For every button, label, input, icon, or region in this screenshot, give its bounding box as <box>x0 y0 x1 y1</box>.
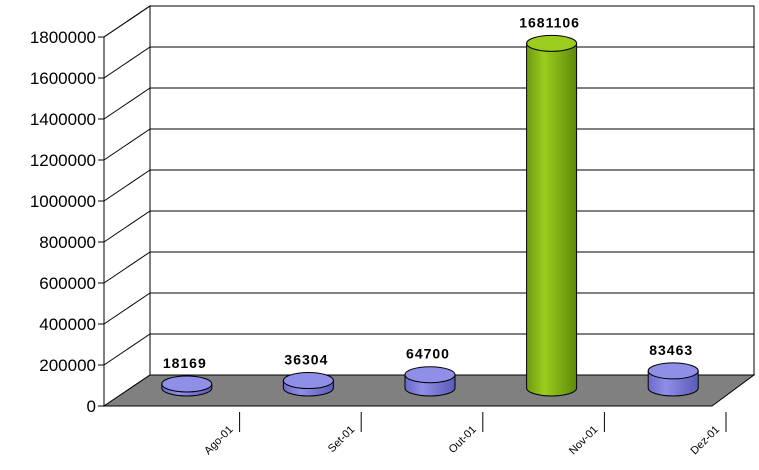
data-label: 1681106 <box>519 14 580 30</box>
bar-body <box>527 43 577 396</box>
y-tick-label: 200000 <box>39 356 96 375</box>
bar-top <box>648 363 698 379</box>
y-tick-label: 1200000 <box>30 151 96 170</box>
bar-Out-01 <box>405 367 455 396</box>
data-label: 18169 <box>163 355 207 371</box>
y-tick-label: 0 <box>87 397 96 416</box>
data-label: 36304 <box>284 352 328 368</box>
bar-top <box>283 373 333 389</box>
y-tick-label: 1800000 <box>30 28 96 47</box>
x-axis: Ago-01 Set-01 Out-01 Nov-01 Dez-01 <box>104 406 726 457</box>
bar-Set-01 <box>283 373 333 396</box>
x-tick-label: Out-01 <box>447 424 479 456</box>
bar-top <box>405 367 455 383</box>
y-tick-label: 1000000 <box>30 192 96 211</box>
y-tick-label: 800000 <box>39 233 96 252</box>
bar-top <box>527 35 577 51</box>
bar-Ago-01 <box>162 376 212 396</box>
x-tick-label: Nov-01 <box>567 424 601 458</box>
bar-Nov-01 <box>527 35 577 396</box>
y-tick-label: 600000 <box>39 274 96 293</box>
back-wall <box>150 6 754 375</box>
bar-Dez-01 <box>648 363 698 396</box>
x-tick-label: Set-01 <box>326 424 357 455</box>
y-tick-label: 1400000 <box>30 110 96 129</box>
x-tick-label: Dez-01 <box>689 424 723 458</box>
y-axis: 0 200000 400000 600000 800000 1000000 1200000 1… <box>30 28 104 416</box>
data-label: 83463 <box>649 342 693 358</box>
y-tick-label: 1600000 <box>30 69 96 88</box>
x-tick-label: Ago-01 <box>202 424 236 458</box>
data-label: 64700 <box>406 346 450 362</box>
side-wall <box>104 6 150 406</box>
bar-top <box>162 376 212 392</box>
y-tick-label: 400000 <box>39 315 96 334</box>
